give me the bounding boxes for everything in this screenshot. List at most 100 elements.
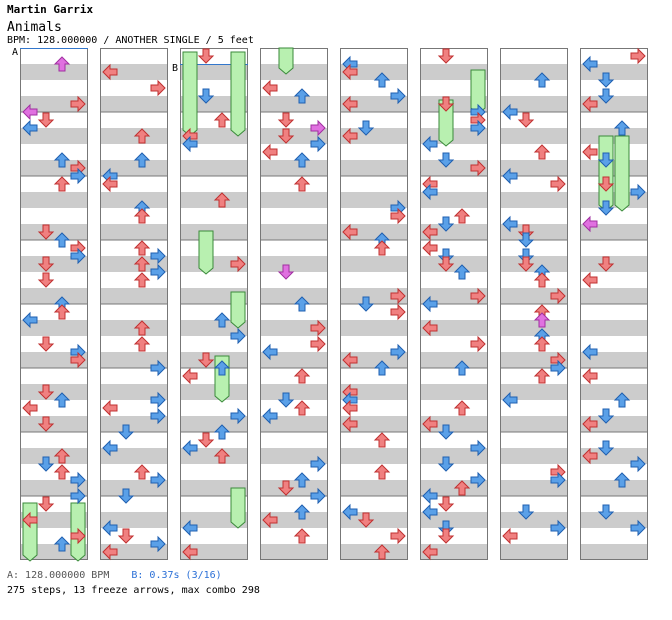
step-arrow-down-icon bbox=[197, 88, 215, 104]
step-arrow-shape bbox=[342, 127, 358, 145]
beat-stripe bbox=[580, 352, 648, 368]
step-arrow-up-icon bbox=[453, 264, 471, 280]
step-arrow-shape bbox=[53, 232, 71, 248]
step-arrow-shape bbox=[453, 208, 471, 224]
step-arrow-left-icon bbox=[582, 215, 598, 233]
beat-stripe bbox=[500, 224, 568, 240]
step-arrow-down-icon bbox=[197, 48, 215, 64]
step-arrow-shape bbox=[37, 224, 55, 240]
beat-stripe bbox=[180, 256, 248, 272]
beat-stripe bbox=[20, 480, 88, 496]
beat-stripe bbox=[340, 96, 408, 112]
step-arrow-up-icon bbox=[533, 72, 551, 88]
beat-stripe bbox=[500, 192, 568, 208]
step-arrow-down-icon bbox=[37, 384, 55, 400]
beat-stripe bbox=[260, 544, 328, 560]
step-arrow-shape bbox=[53, 392, 71, 408]
beat-stripe bbox=[500, 480, 568, 496]
step-arrow-right-icon bbox=[470, 119, 486, 137]
step-arrow-shape bbox=[262, 343, 278, 361]
step-arrow-left-icon bbox=[262, 407, 278, 425]
beat-stripe bbox=[20, 416, 88, 432]
step-arrow-shape bbox=[213, 312, 231, 328]
step-arrow-shape bbox=[37, 456, 55, 472]
step-arrow-shape bbox=[422, 319, 438, 337]
step-arrow-right-icon bbox=[150, 535, 166, 553]
step-arrow-shape bbox=[53, 536, 71, 552]
step-arrow-up-icon bbox=[293, 528, 311, 544]
bpm-marker-a: A bbox=[12, 47, 19, 58]
beat-stripe bbox=[260, 320, 328, 336]
step-arrow-shape bbox=[342, 415, 358, 433]
step-arrow-shape bbox=[293, 504, 311, 520]
step-arrow-shape bbox=[517, 232, 535, 248]
beat-stripe bbox=[100, 512, 168, 528]
step-arrow-shape bbox=[293, 176, 311, 192]
step-arrow-left-icon bbox=[422, 223, 438, 241]
step-arrow-left-icon bbox=[422, 183, 438, 201]
step-arrow-right-icon bbox=[70, 351, 86, 369]
step-arrow-down-icon bbox=[597, 200, 615, 216]
beat-stripe bbox=[180, 416, 248, 432]
step-arrow-shape bbox=[550, 471, 566, 489]
step-arrow-right-icon bbox=[550, 519, 566, 537]
step-arrow-down-icon bbox=[597, 176, 615, 192]
step-arrow-left-icon bbox=[102, 175, 118, 193]
step-arrow-left-icon bbox=[102, 63, 118, 81]
step-arrow-shape bbox=[437, 496, 455, 512]
step-arrow-shape bbox=[213, 424, 231, 440]
step-arrow-shape bbox=[422, 239, 438, 257]
step-arrow-shape bbox=[277, 392, 295, 408]
step-arrow-left-icon bbox=[342, 127, 358, 145]
step-arrow-down-icon bbox=[437, 48, 455, 64]
beat-stripe bbox=[500, 352, 568, 368]
beat-stripe bbox=[20, 224, 88, 240]
step-arrow-down-icon bbox=[597, 440, 615, 456]
step-arrow-shape bbox=[422, 415, 438, 433]
beat-stripe bbox=[260, 288, 328, 304]
step-arrow-right-icon bbox=[630, 519, 646, 537]
step-arrow-left-icon bbox=[102, 399, 118, 417]
step-arrow-up-icon bbox=[133, 272, 151, 288]
step-arrow-shape bbox=[517, 256, 535, 272]
beat-stripe bbox=[500, 96, 568, 112]
step-arrow-up-icon bbox=[213, 448, 231, 464]
step-arrow-shape bbox=[373, 432, 391, 448]
step-arrow-shape bbox=[470, 335, 486, 353]
beat-stripe bbox=[340, 352, 408, 368]
step-arrow-up-icon bbox=[373, 72, 391, 88]
step-arrow-shape bbox=[37, 112, 55, 128]
step-arrow-shape bbox=[550, 175, 566, 193]
step-arrow-up-icon bbox=[53, 232, 71, 248]
step-arrow-shape bbox=[230, 327, 246, 345]
step-arrow-down-icon bbox=[437, 152, 455, 168]
step-arrow-shape bbox=[293, 368, 311, 384]
step-arrow-shape bbox=[533, 336, 551, 352]
step-arrow-down-icon bbox=[357, 120, 375, 136]
step-arrow-right-icon bbox=[310, 487, 326, 505]
step-arrow-down-icon bbox=[37, 256, 55, 272]
step-arrow-left-icon bbox=[422, 543, 438, 561]
step-arrow-down-icon bbox=[197, 432, 215, 448]
step-arrow-shape bbox=[70, 527, 86, 545]
step-arrow-shape bbox=[422, 295, 438, 313]
step-arrow-shape bbox=[262, 143, 278, 161]
step-arrow-up-icon bbox=[373, 240, 391, 256]
beat-stripe bbox=[260, 384, 328, 400]
beat-stripe bbox=[180, 192, 248, 208]
step-arrow-left-icon bbox=[422, 503, 438, 521]
step-arrow-down-icon bbox=[597, 504, 615, 520]
step-arrow-right-icon bbox=[390, 343, 406, 361]
step-arrow-shape bbox=[277, 264, 295, 280]
step-arrow-left-icon bbox=[422, 319, 438, 337]
step-arrow-left-icon bbox=[502, 391, 518, 409]
step-arrow-shape bbox=[293, 528, 311, 544]
step-arrow-down-icon bbox=[277, 112, 295, 128]
beat-stripe bbox=[180, 384, 248, 400]
step-arrow-left-icon bbox=[582, 95, 598, 113]
step-arrow-left-icon bbox=[422, 239, 438, 257]
beat-stripe bbox=[580, 480, 648, 496]
step-arrow-down-icon bbox=[117, 424, 135, 440]
beat-stripe bbox=[580, 512, 648, 528]
step-arrow-shape bbox=[550, 359, 566, 377]
